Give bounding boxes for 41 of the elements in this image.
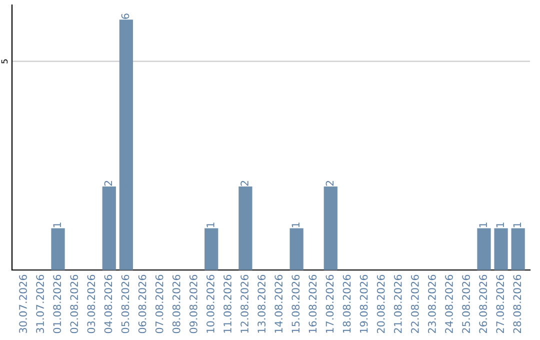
y-tick-label: 5 (1, 59, 8, 64)
x-tick-label: 03.08.2026 (87, 274, 96, 334)
x-tick-label: 21.08.2026 (394, 274, 402, 334)
x-tick-label: 14.08.2026 (274, 274, 283, 333)
x-tick-label: 19.08.2026 (360, 274, 368, 333)
x-tick-label: 28.08.2026 (513, 274, 522, 334)
x-tick-label: 22.08.2026 (410, 274, 419, 334)
x-tick-label: 18.08.2026 (342, 274, 351, 333)
x-tick-label: 02.08.2026 (70, 274, 78, 334)
x-tick-label: 16.08.2026 (308, 274, 317, 333)
x-tick-label: 20.08.2026 (376, 274, 385, 334)
data-label: 2 (326, 180, 334, 186)
data-label: 2 (240, 180, 248, 186)
x-tick-label: 13.08.2026 (258, 274, 266, 333)
x-tick-label: 27.08.2026 (496, 274, 504, 334)
x-tick-label: 25.08.2026 (462, 274, 470, 334)
data-label: 6 (121, 14, 130, 19)
x-tick-label: 05.08.2026 (121, 274, 130, 334)
data-label: 1 (513, 222, 521, 228)
x-tick-label: 23.08.2026 (428, 274, 436, 334)
x-tick-label: 08.08.2026 (172, 274, 180, 334)
x-tick-label: 17.08.2026 (326, 274, 334, 333)
x-tick-label: 10.08.2026 (206, 274, 214, 333)
data-label: 2 (104, 180, 112, 186)
x-tick-label: 24.08.2026 (445, 274, 453, 334)
x-tick-label: 15.08.2026 (292, 274, 300, 333)
x-tick-label: 11.08.2026 (224, 274, 232, 333)
data-label: 1 (206, 222, 214, 228)
data-label: 1 (53, 222, 61, 228)
x-tick-label: 31.07.2026 (36, 274, 44, 334)
x-tick-label: 12.08.2026 (240, 274, 248, 333)
x-tick-label: 01.08.2026 (53, 274, 62, 334)
x-tick-label: 04.08.2026 (104, 274, 112, 334)
x-tick-label: 07.08.2026 (155, 274, 164, 334)
data-label: 1 (496, 222, 504, 228)
x-tick-label: 26.08.2026 (479, 274, 488, 334)
x-tick-label: 06.08.2026 (138, 274, 146, 334)
data-label: 1 (479, 222, 487, 228)
x-tick-label: 09.08.2026 (189, 274, 198, 334)
x-tick-label: 30.07.2026 (19, 274, 27, 334)
data-label: 1 (292, 222, 300, 228)
